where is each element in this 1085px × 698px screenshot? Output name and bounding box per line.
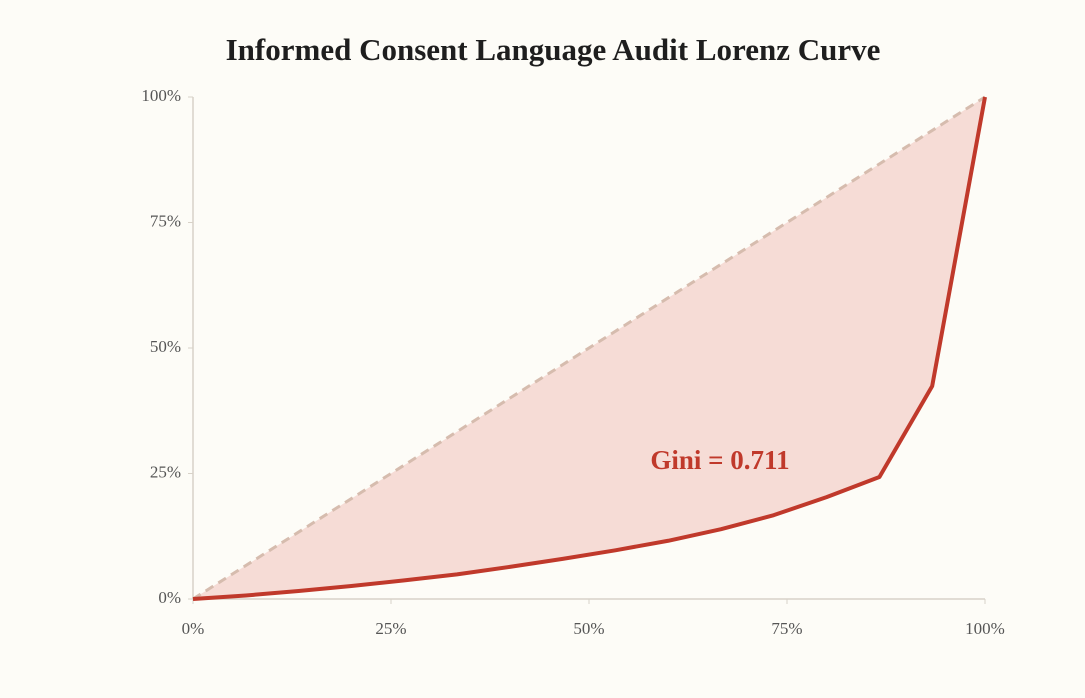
x-tick-label: 50% xyxy=(573,619,604,638)
y-tick-label: 75% xyxy=(150,211,181,230)
y-tick-label: 50% xyxy=(150,337,181,356)
y-tick-label: 0% xyxy=(158,588,181,607)
x-tick-label: 100% xyxy=(965,619,1005,638)
equality-line xyxy=(192,95,986,601)
annotation: Gini = 0.711 xyxy=(650,445,789,475)
x-tick-label: 0% xyxy=(182,619,205,638)
x-tick-label: 25% xyxy=(375,619,406,638)
x-tick-label: 75% xyxy=(771,619,802,638)
chart-title: Informed Consent Language Audit Lorenz C… xyxy=(226,32,881,67)
y-tick-label: 100% xyxy=(141,86,181,105)
y-tick-label: 25% xyxy=(150,462,181,481)
lorenz-curve xyxy=(192,96,987,601)
